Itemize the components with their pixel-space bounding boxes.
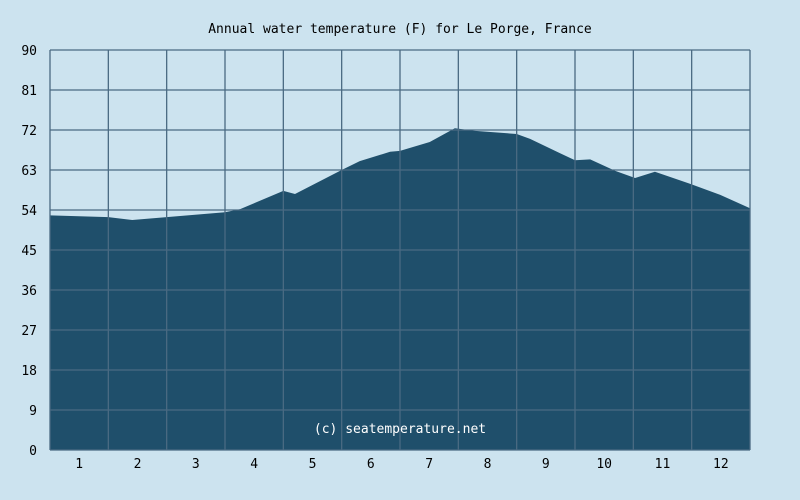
y-tick-label: 54 [21,204,37,219]
x-tick-label: 8 [484,457,492,472]
y-tick-label: 81 [21,84,37,99]
x-tick-label: 1 [75,457,83,472]
y-tick-label: 9 [29,404,37,419]
y-tick-label: 63 [21,164,37,179]
x-tick-label: 12 [713,457,729,472]
x-tick-label: 6 [367,457,375,472]
x-tick-label: 9 [542,457,550,472]
y-tick-label: 36 [21,284,37,299]
x-tick-label: 10 [596,457,612,472]
x-tick-label: 11 [655,457,671,472]
x-tick-label: 3 [192,457,200,472]
y-tick-label: 0 [29,444,37,459]
y-tick-label: 72 [21,124,37,139]
x-tick-label: 4 [250,457,258,472]
y-tick-label: 27 [21,324,37,339]
x-tick-label: 2 [134,457,142,472]
watermark: (c) seatemperature.net [314,422,486,437]
x-tick-label: 7 [425,457,433,472]
chart-title: Annual water temperature (F) for Le Porg… [208,22,592,37]
x-tick-label: 5 [309,457,317,472]
y-tick-label: 18 [21,364,37,379]
y-tick-label: 90 [21,44,37,59]
y-tick-label: 45 [21,244,37,259]
